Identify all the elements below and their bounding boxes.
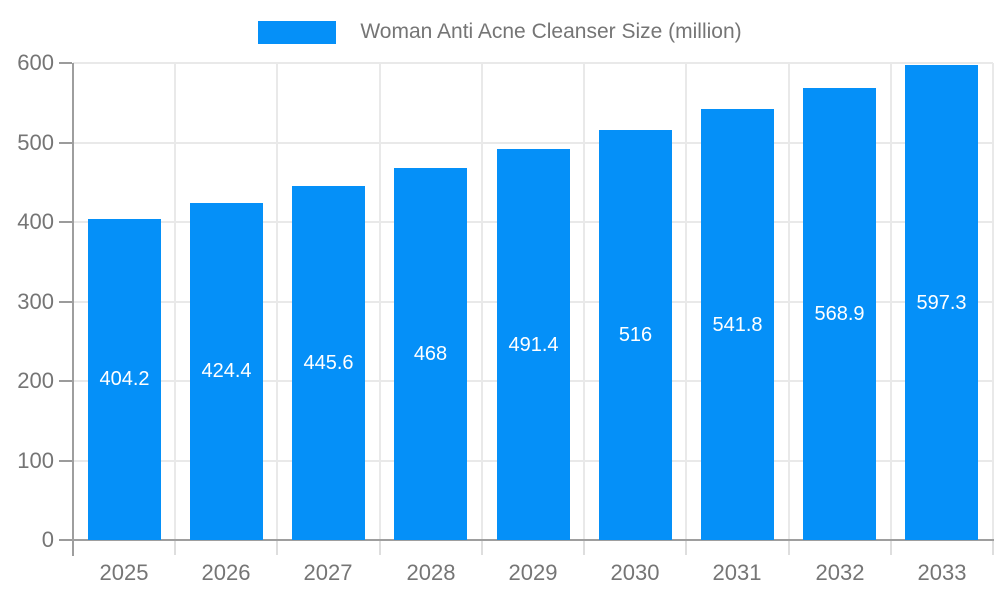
x-tick-label: 2027 [303, 560, 353, 585]
bar-value-label: 404.2 [99, 368, 150, 390]
v-gridline [583, 63, 585, 540]
y-tick-label: 200 [17, 368, 54, 393]
x-axis-tick [481, 540, 483, 555]
bar-value-label: 445.6 [303, 352, 354, 374]
x-axis-tick [379, 540, 381, 555]
y-tick-label: 0 [41, 527, 54, 552]
bar-2028[interactable] [394, 168, 467, 540]
y-tick-label: 400 [17, 209, 54, 234]
chart-legend[interactable]: Woman Anti Acne Cleanser Size (million) [0, 14, 1000, 50]
x-axis-tick [788, 540, 790, 555]
bar-2033[interactable] [905, 65, 978, 540]
legend-swatch-icon [258, 20, 337, 44]
bar-2025[interactable] [88, 219, 161, 540]
y-axis-tick [59, 221, 72, 223]
x-axis-tick [583, 540, 585, 555]
x-axis-line [72, 539, 994, 541]
v-gridline [379, 63, 381, 540]
x-axis-tick [992, 540, 994, 555]
bar-value-label: 468 [413, 343, 448, 365]
bar-value-label: 597.3 [916, 292, 967, 314]
v-gridline [788, 63, 790, 540]
x-tick-label: 2030 [610, 560, 660, 585]
y-axis-tick [59, 62, 72, 64]
v-gridline [174, 63, 176, 540]
x-tick-label: 2032 [815, 560, 865, 585]
legend-label: Woman Anti Acne Cleanser Size (million) [360, 20, 742, 43]
x-axis-tick [685, 540, 687, 555]
y-axis-tick [59, 539, 72, 541]
x-axis-tick [276, 540, 278, 555]
x-tick-label: 2028 [406, 560, 456, 585]
bar-2030[interactable] [599, 130, 672, 540]
x-axis-tick [890, 540, 892, 555]
x-tick-label: 2025 [99, 560, 149, 585]
bar-value-label: 541.8 [712, 314, 763, 336]
bar-2032[interactable] [803, 88, 876, 540]
v-gridline [685, 63, 687, 540]
y-axis-tick [59, 301, 72, 303]
v-gridline [481, 63, 483, 540]
y-axis-tick [59, 142, 72, 144]
x-tick-label: 2029 [508, 560, 558, 585]
v-gridline [276, 63, 278, 540]
y-axis-tick [59, 460, 72, 462]
v-gridline [890, 63, 892, 540]
h-gridline [73, 62, 993, 64]
x-tick-label: 2031 [712, 560, 762, 585]
h-gridline [73, 142, 993, 144]
y-axis-tick [59, 380, 72, 382]
y-tick-label: 500 [17, 130, 54, 155]
bar-2026[interactable] [190, 203, 263, 540]
y-tick-label: 300 [17, 289, 54, 314]
bar-value-label: 424.4 [201, 360, 252, 382]
x-axis-tick [174, 540, 176, 555]
x-tick-label: 2033 [917, 560, 967, 585]
bar-2027[interactable] [292, 186, 365, 540]
bar-value-label: 491.4 [508, 334, 559, 356]
x-tick-label: 2026 [201, 560, 251, 585]
y-tick-label: 600 [17, 50, 54, 75]
y-axis-line [72, 63, 74, 556]
bar-2031[interactable] [701, 109, 774, 540]
bar-2029[interactable] [497, 149, 570, 540]
y-tick-label: 100 [17, 448, 54, 473]
bar-value-label: 516 [618, 324, 653, 346]
v-gridline [992, 63, 994, 540]
bar-value-label: 568.9 [814, 303, 865, 325]
